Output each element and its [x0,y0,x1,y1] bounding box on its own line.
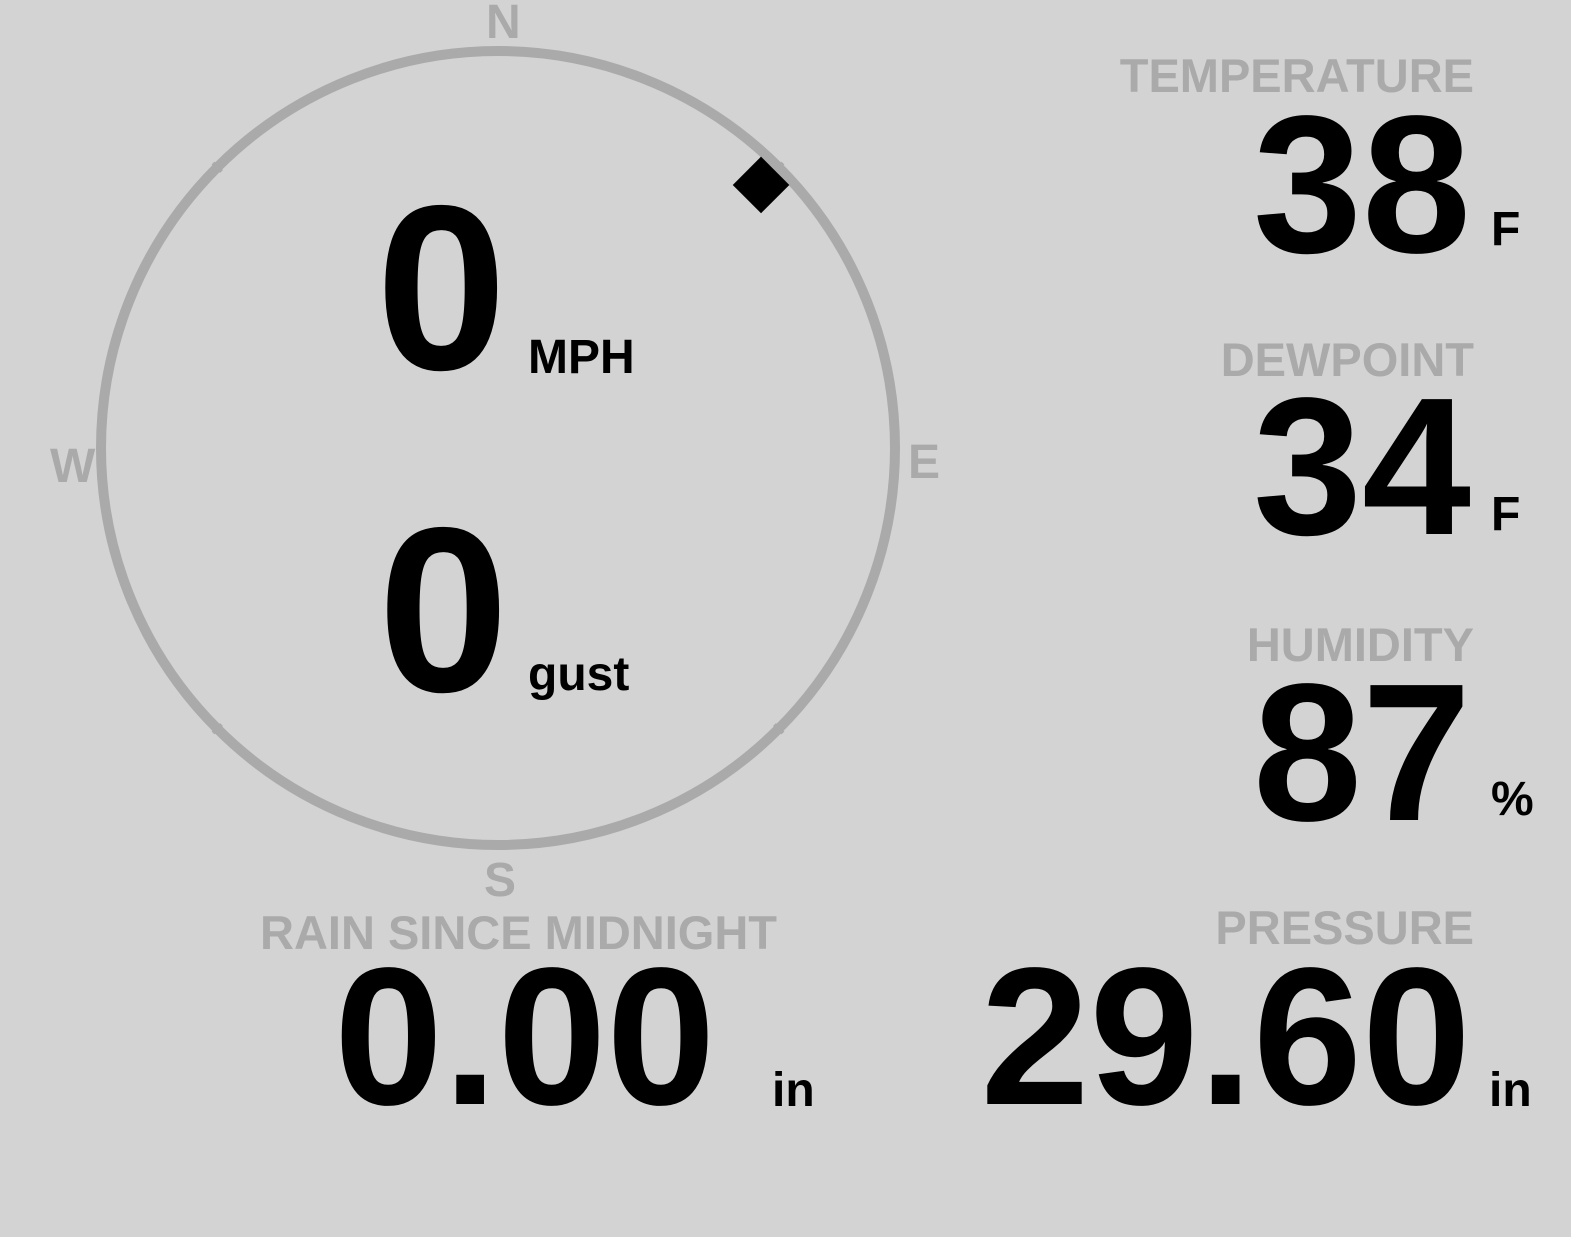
temperature-unit: F [1491,203,1521,256]
humidity-value: 87 [1252,643,1471,862]
wind-gust-value: 0 [378,478,509,741]
pressure-value: 29.60 [980,927,1471,1146]
compass-tick [211,161,223,173]
compass-south: S [484,854,517,907]
wind-gust-label: gust [528,648,630,701]
compass-ring [96,46,900,850]
wind-speed-value: 0 [376,156,507,419]
compass-north: N [486,0,521,49]
compass-tick [773,161,785,173]
compass-tick [211,723,223,735]
compass-west: W [50,440,96,493]
humidity-unit: % [1491,773,1534,826]
humidity-label: HUMIDITY [1246,618,1474,671]
temperature-value: 38 [1252,75,1471,294]
pressure-unit: in [1489,1064,1532,1117]
rain-label: RAIN SINCE MIDNIGHT [260,906,777,959]
wind-speed-unit: MPH [528,331,635,384]
pressure-label: PRESSURE [1215,901,1474,954]
dewpoint-label: DEWPOINT [1220,333,1474,386]
compass-east: E [908,436,941,489]
rain-value: 0.00 [334,927,716,1146]
dewpoint-unit: F [1491,488,1521,541]
temperature-label: TEMPERATURE [1119,49,1474,102]
compass-tick [773,723,785,735]
dewpoint-value: 34 [1252,357,1471,576]
rain-unit: in [772,1064,815,1117]
